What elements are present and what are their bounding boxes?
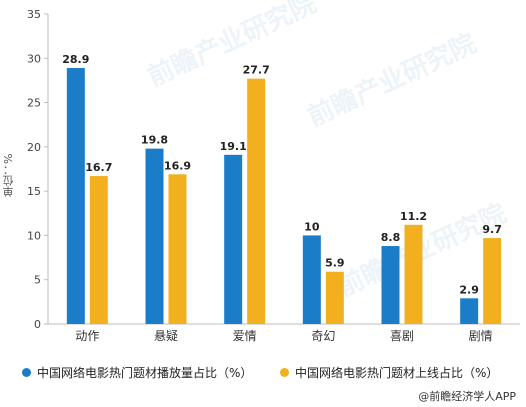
data-label: 9.7 [482,223,502,236]
legend-item-series-2: 中国网络电影热门题材上线占比（%） [280,364,498,381]
bar-views [460,298,479,324]
legend-swatch-series-2 [280,368,289,377]
legend-swatch-series-1 [22,368,31,377]
bar-views [224,154,243,324]
y-tick-label: 15 [27,185,41,198]
y-tick-label: 5 [34,274,41,287]
legend-item-series-1: 中国网络电影热门题材播放量占比（%） [22,364,252,381]
data-label: 10 [304,220,320,233]
legend-label-series-1: 中国网络电影热门题材播放量占比（%） [37,366,253,380]
x-tick-label: 悬疑 [154,328,178,343]
y-tick-label: 10 [27,229,41,242]
bar-views [66,68,85,325]
x-tick-label: 剧情 [469,329,493,343]
bar-views [381,246,400,324]
bar-releases [89,176,108,324]
y-axis-label: 单位：% [2,153,15,197]
bar-views [145,148,164,324]
data-label: 2.9 [459,283,479,296]
bar-releases [168,174,187,324]
data-label: 8.8 [381,231,401,244]
data-label: 19.1 [220,140,247,153]
bar-releases [483,238,502,324]
data-label: 27.7 [243,64,270,77]
source-credit: @前瞻经济学人APP [418,390,516,403]
y-tick-label: 35 [27,8,41,21]
data-label: 16.7 [85,161,112,174]
x-tick-label: 奇幻 [311,329,335,343]
bar-releases [325,271,344,324]
data-label: 16.9 [164,159,191,172]
x-tick-label: 动作 [75,329,99,343]
bar-releases [247,78,266,325]
data-label: 5.9 [325,257,345,270]
data-label: 19.8 [141,134,168,147]
legend-label-series-2: 中国网络电影热门题材上线占比（%） [295,366,499,380]
x-tick-label: 喜剧 [390,329,414,343]
data-label: 28.9 [62,53,89,66]
y-tick-label: 20 [27,141,41,154]
data-label: 11.2 [400,210,427,223]
y-tick-label: 0 [34,318,41,331]
bar-views [302,235,321,324]
y-tick-label: 25 [27,97,41,110]
y-tick-label: 30 [27,52,41,65]
bar-releases [404,224,423,324]
x-tick-label: 爱情 [233,329,257,343]
